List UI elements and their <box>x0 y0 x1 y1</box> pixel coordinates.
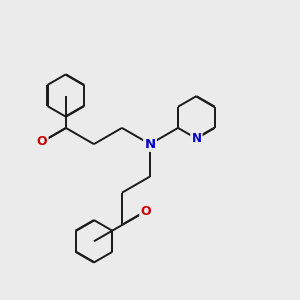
Text: O: O <box>37 135 47 148</box>
Text: N: N <box>144 138 156 151</box>
Text: O: O <box>140 205 151 218</box>
Text: N: N <box>191 132 201 145</box>
